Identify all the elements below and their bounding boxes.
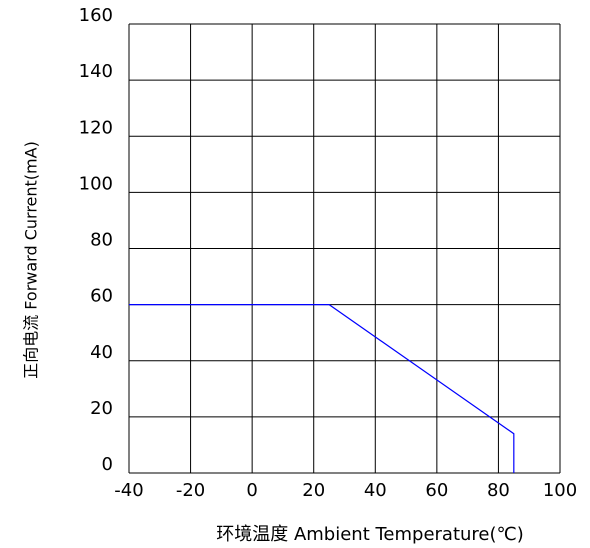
x-tick-label: -40	[114, 480, 143, 501]
x-tick-label: 80	[487, 480, 510, 501]
x-tick-label: 100	[543, 480, 577, 501]
y-tick-label: 100	[79, 173, 113, 194]
y-tick-label: 40	[90, 342, 113, 363]
y-axis-label: 正向电流 Forward Current(mA)	[22, 141, 41, 379]
y-tick-label: 60	[90, 286, 113, 307]
x-axis-label: 环境温度 Ambient Temperature(℃)	[216, 524, 524, 545]
x-tick-label: 40	[364, 480, 387, 501]
x-tick-label: 0	[246, 480, 257, 501]
y-tick-label: 0	[102, 454, 113, 475]
x-tick-label: 60	[425, 480, 448, 501]
x-tick-label: 20	[302, 480, 325, 501]
y-tick-label: 120	[79, 117, 113, 138]
x-tick-label: -20	[176, 480, 205, 501]
y-tick-label: 160	[79, 5, 113, 26]
y-tick-label: 80	[90, 230, 113, 251]
y-tick-label: 20	[90, 398, 113, 419]
data-line	[129, 304, 515, 473]
y-tick-label: 140	[79, 61, 113, 82]
